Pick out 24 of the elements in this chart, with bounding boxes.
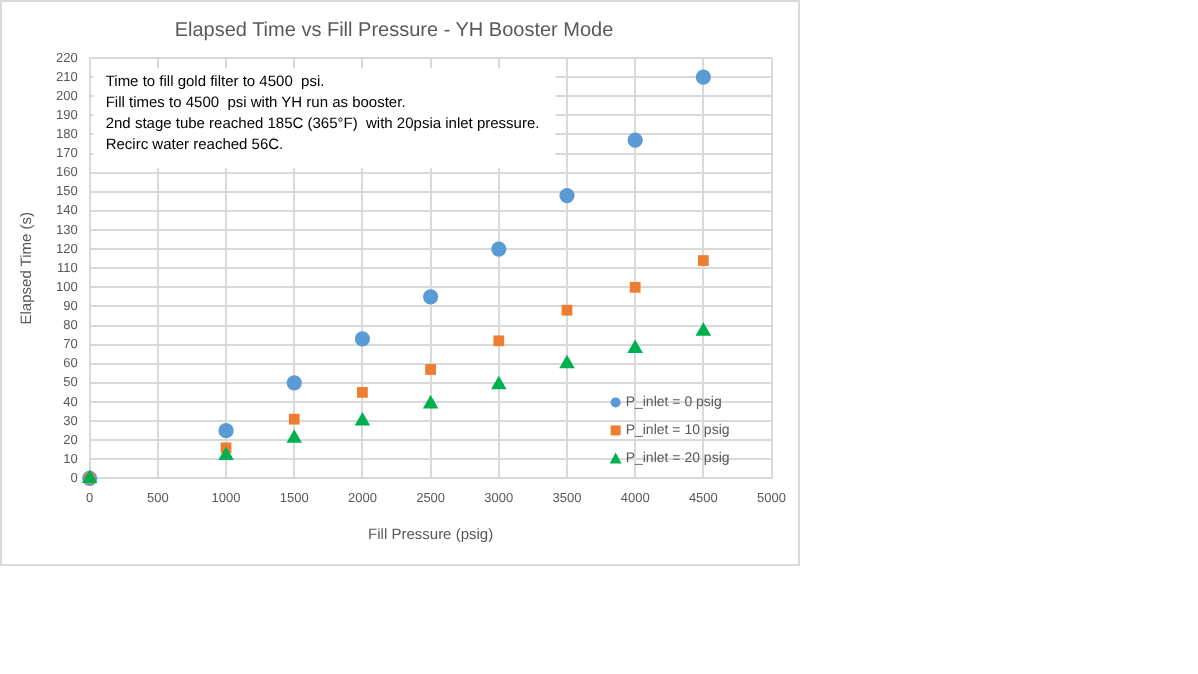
point [423,289,439,305]
chart-title: Elapsed Time vs Fill Pressure - YH Booster Mode [174,19,615,42]
point [493,335,505,347]
point [288,413,300,425]
point [354,412,371,426]
point [286,429,303,443]
point [357,387,368,398]
point [561,304,573,316]
point [627,132,643,148]
point [425,364,436,375]
point [491,375,507,390]
point [218,423,234,439]
point [286,375,302,391]
point [697,255,709,266]
point [695,322,712,336]
point [695,69,711,85]
point [559,187,575,204]
point [559,354,575,369]
point [629,281,641,293]
point [422,394,439,409]
point [491,241,507,257]
point [218,446,234,460]
point [627,339,643,353]
point [354,331,371,347]
